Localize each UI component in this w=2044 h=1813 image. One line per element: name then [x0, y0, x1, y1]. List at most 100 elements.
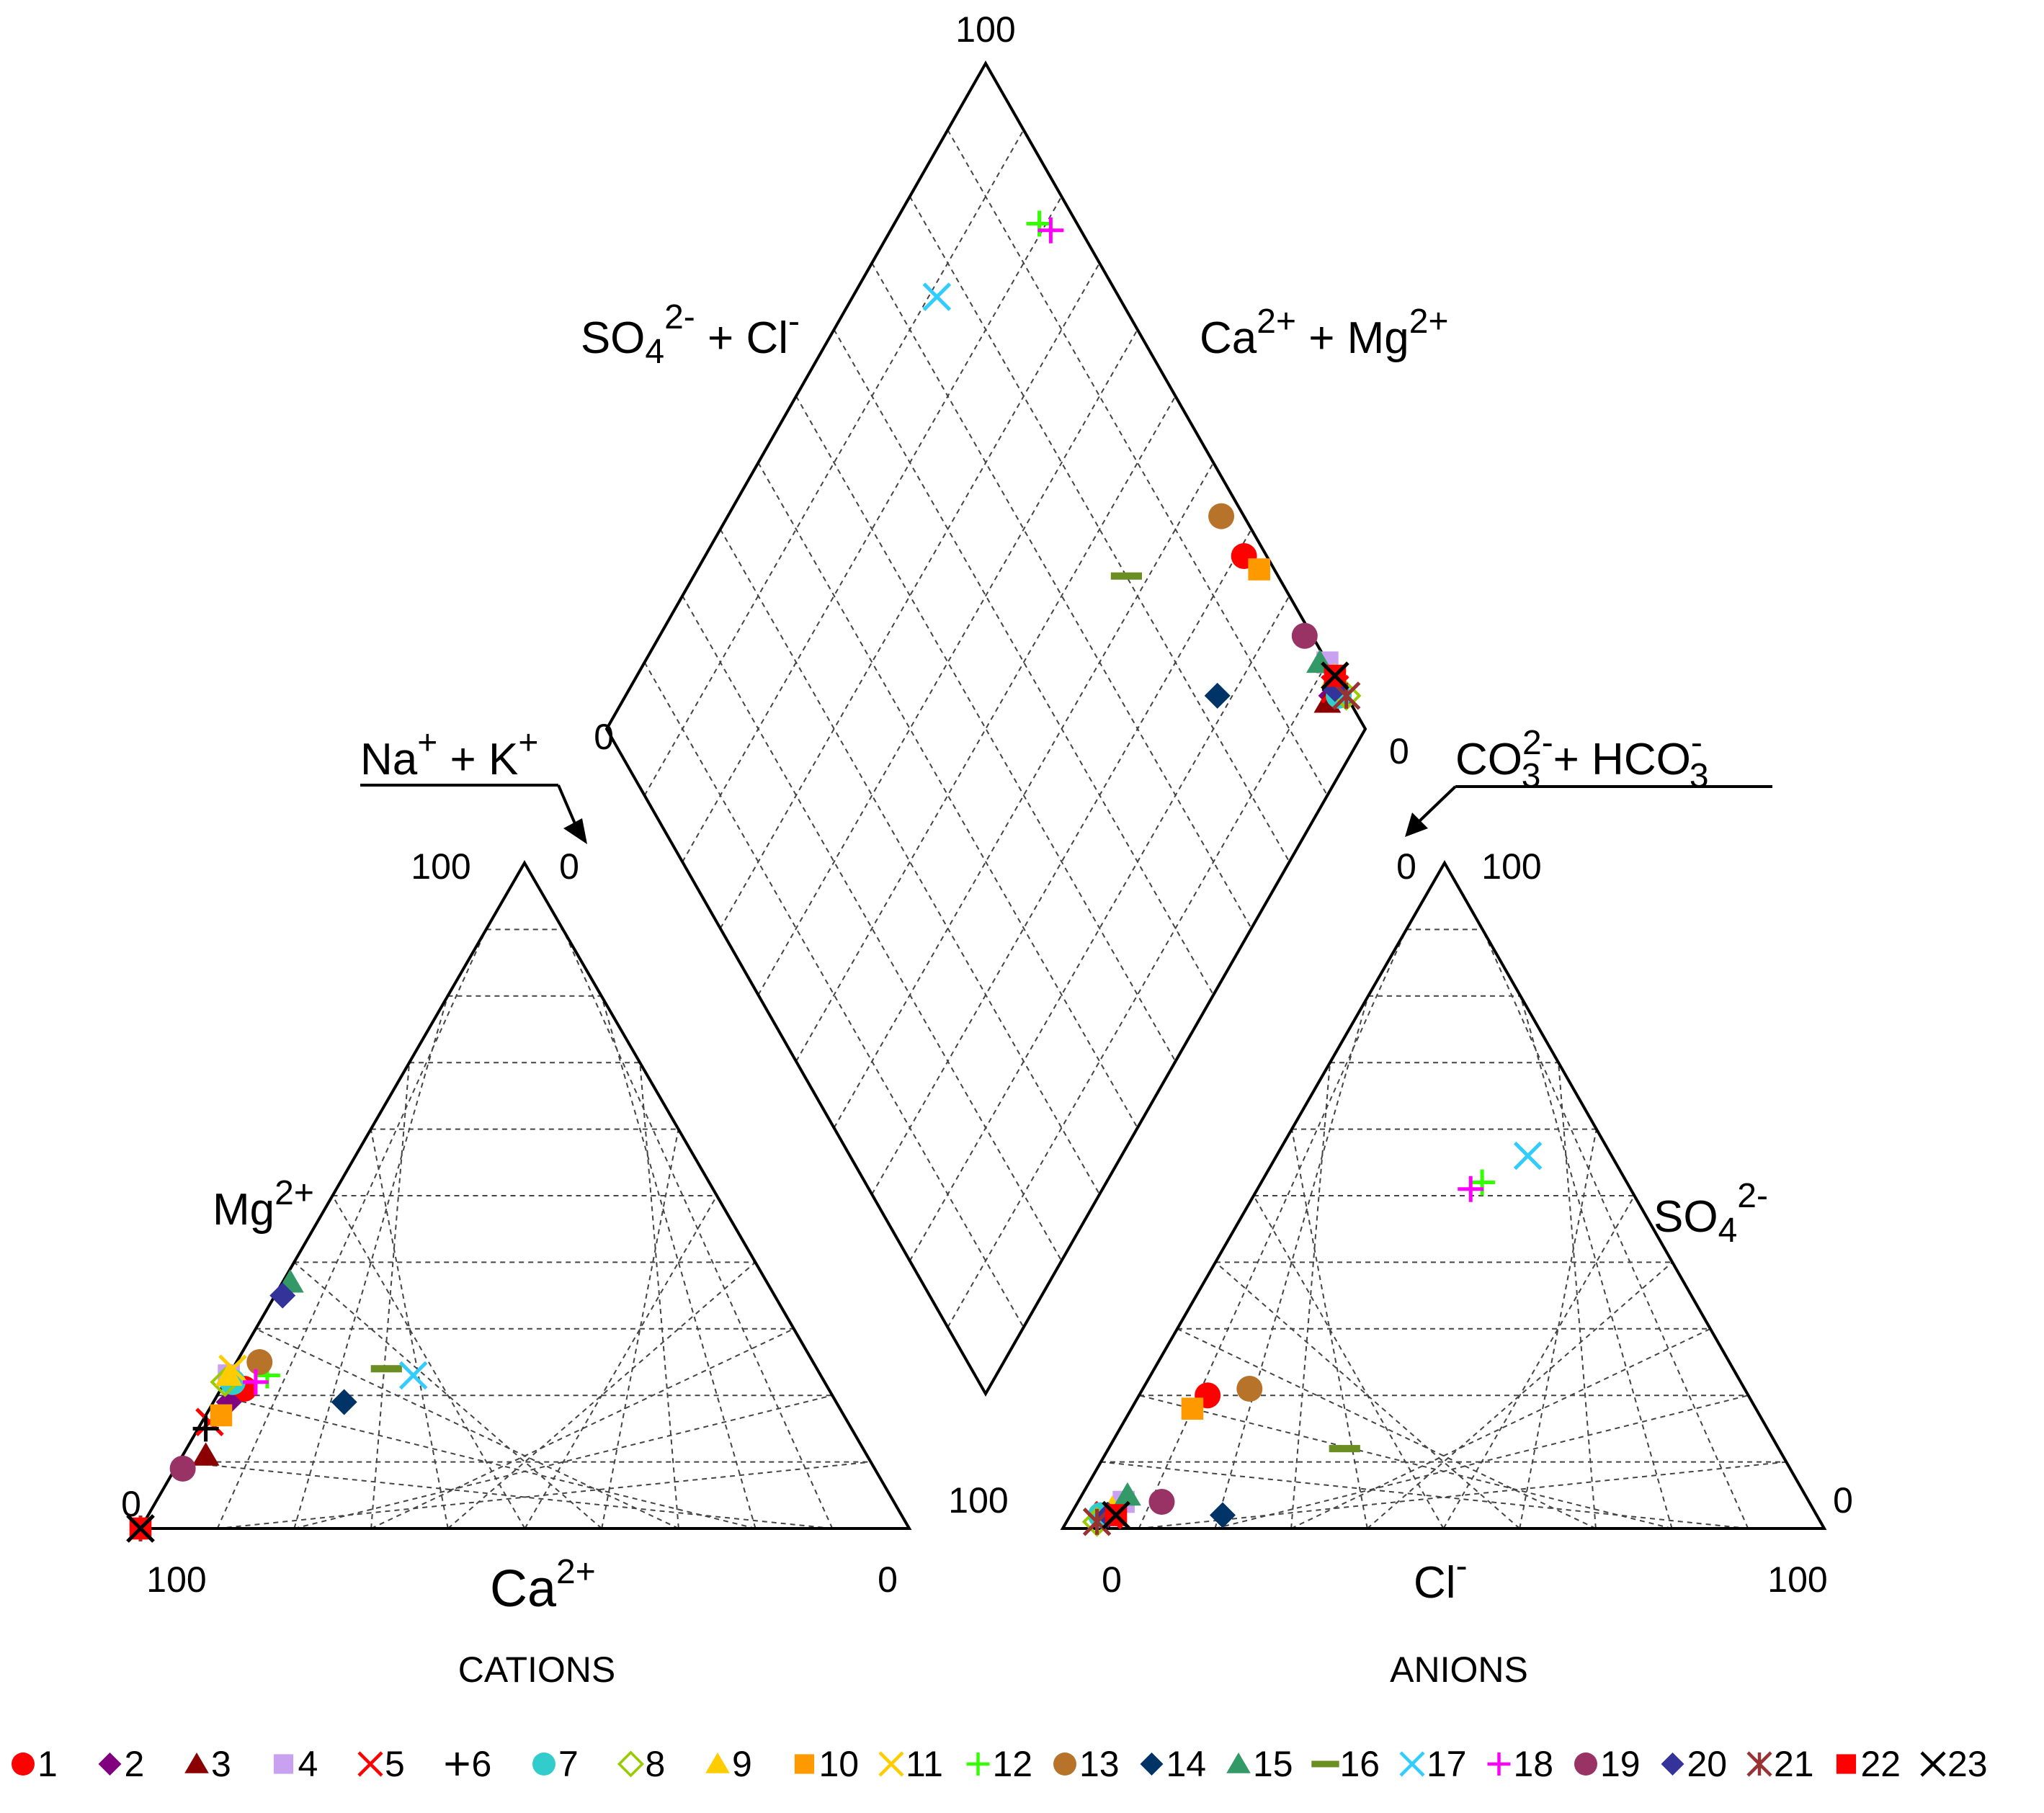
- legend-label-10: 10: [819, 1744, 860, 1784]
- sample-3: [192, 689, 1342, 1526]
- na-k-arrow-head: [563, 818, 587, 844]
- cation-grid-r: [294, 1395, 833, 1529]
- cation-grid-l: [293, 995, 449, 1529]
- anion-grid-r: [1519, 995, 1673, 1529]
- diamond-left-label-main: SO: [581, 313, 646, 363]
- anion-right-bottom-tick: 0: [1833, 1480, 1853, 1521]
- legend-label-9: 9: [732, 1744, 752, 1784]
- legend-item-18: 18: [1487, 1744, 1554, 1784]
- legend-marker-4: [273, 1754, 294, 1774]
- legend-item-19: 19: [1574, 1744, 1641, 1784]
- legend-label-3: 3: [211, 1744, 231, 1784]
- legend-label-12: 12: [993, 1744, 1033, 1784]
- so4-sub: 4: [1718, 1212, 1738, 1250]
- legend-item-11: 11: [878, 1744, 943, 1784]
- diamond-grid-a: [947, 129, 1329, 796]
- diamond-left-label-sup: 2-: [664, 298, 695, 336]
- cation-point-14: [331, 1389, 357, 1415]
- anion-grid-r: [1519, 1129, 1597, 1529]
- legend-marker-1: [12, 1752, 35, 1776]
- grid-layer: [179, 129, 1787, 1529]
- anion-bottom-left-tick: 0: [1102, 1559, 1122, 1600]
- diamond-grid-a: [795, 395, 1177, 1062]
- anion-point-10: [1181, 1397, 1204, 1420]
- cation-point-20: [269, 1282, 296, 1309]
- frame-layer: [138, 60, 1827, 1530]
- sample-6: [192, 676, 1348, 1528]
- na-label: Na: [360, 735, 418, 784]
- diamond-grid-a: [909, 196, 1290, 863]
- cation-point-3: [192, 1442, 220, 1466]
- anion-point-15: [1114, 1482, 1141, 1506]
- cation-grid-l: [331, 1195, 526, 1529]
- cl-sup: -: [1456, 1547, 1468, 1585]
- sample-13: [246, 503, 1263, 1402]
- co3-sub: 3: [1522, 757, 1541, 795]
- hco3-mid: + HCO: [1540, 735, 1690, 784]
- legend-marker-19: [1574, 1752, 1597, 1776]
- legend-label-5: 5: [385, 1744, 405, 1784]
- diamond-point-17: [922, 282, 952, 311]
- sample-1: [231, 543, 1257, 1409]
- diamond-grid-a: [757, 462, 1138, 1129]
- legend-label-4: 4: [298, 1744, 318, 1784]
- legend-item-1: 1: [12, 1744, 58, 1784]
- legend-marker-18: [1487, 1752, 1511, 1776]
- mg-sup: 2+: [275, 1174, 314, 1212]
- legend-label-2: 2: [125, 1744, 145, 1784]
- cation-left-bottom-tick: 0: [121, 1484, 141, 1524]
- legend-item-21: 21: [1746, 1744, 1814, 1784]
- anions-title: ANIONS: [1390, 1649, 1528, 1690]
- diamond-grid-b: [719, 262, 1100, 929]
- legend-item-16: 16: [1311, 1744, 1380, 1784]
- cation-grid-l: [179, 1461, 833, 1529]
- anion-outline: [1060, 859, 1827, 1530]
- sample-18: [242, 217, 1484, 1395]
- cation-grid-r: [370, 1328, 795, 1529]
- diamond-grid-b: [682, 196, 1063, 863]
- anion-grid-r: [1290, 1328, 1711, 1529]
- diamond-point-13: [1208, 503, 1235, 529]
- cation-grid-l: [217, 1395, 756, 1529]
- cation-grid-r: [600, 995, 757, 1529]
- diamond-grid-b: [757, 329, 1138, 995]
- legend-label-18: 18: [1514, 1744, 1554, 1784]
- sample-22: [129, 664, 1347, 1540]
- cation-point-6: [192, 1415, 219, 1442]
- cation-point-18: [242, 1369, 269, 1395]
- co3-sup: 2-: [1522, 724, 1553, 762]
- diamond-point-10: [1248, 558, 1270, 581]
- diamond-point-19: [1291, 622, 1318, 649]
- legend-item-3: 3: [184, 1744, 231, 1784]
- legend-item-17: 17: [1399, 1744, 1467, 1784]
- diamond-right-tick: 0: [1389, 731, 1409, 771]
- legend-item-22: 22: [1836, 1744, 1901, 1784]
- legend-label-14: 14: [1166, 1744, 1207, 1784]
- anion-grid-l: [1177, 1328, 1597, 1529]
- legend-label-21: 21: [1774, 1744, 1814, 1784]
- legend-item-9: 9: [705, 1744, 752, 1784]
- diamond-left-label-sup2: -: [788, 303, 800, 341]
- diamond-right-label-mid: + Mg: [1296, 313, 1409, 363]
- sample-21: [126, 681, 1361, 1543]
- anion-grid-l: [1215, 1261, 1520, 1529]
- diamond-right-label-main: Ca: [1200, 313, 1257, 363]
- cation-top-right-tick: 0: [559, 846, 579, 887]
- legend-marker-14: [1140, 1752, 1164, 1776]
- cation-bottom-right-tick: 0: [878, 1559, 898, 1600]
- anion-point-16: [1329, 1445, 1360, 1453]
- legend: 1 2 3 4 5 6 7 8 9 10 11 12 13 14 15 16 17 18 19 20 21 22 23: [12, 1744, 1988, 1784]
- legend-item-14: 14: [1140, 1744, 1207, 1784]
- k-label: + K: [437, 735, 518, 784]
- cation-top-left-tick: 100: [411, 846, 470, 887]
- cation-point-17: [398, 1361, 428, 1390]
- legend-marker-17: [1399, 1751, 1425, 1777]
- sample-16: [370, 572, 1360, 1453]
- cation-bottom-left-tick: 100: [146, 1559, 206, 1600]
- sample-10: [210, 558, 1270, 1427]
- hco3-sup: -: [1691, 724, 1702, 762]
- legend-marker-20: [1661, 1752, 1684, 1776]
- diamond-grid-a: [682, 595, 1063, 1261]
- diamond-grid-b: [795, 395, 1177, 1062]
- diamond-left-label-rest: + Cl: [695, 313, 788, 363]
